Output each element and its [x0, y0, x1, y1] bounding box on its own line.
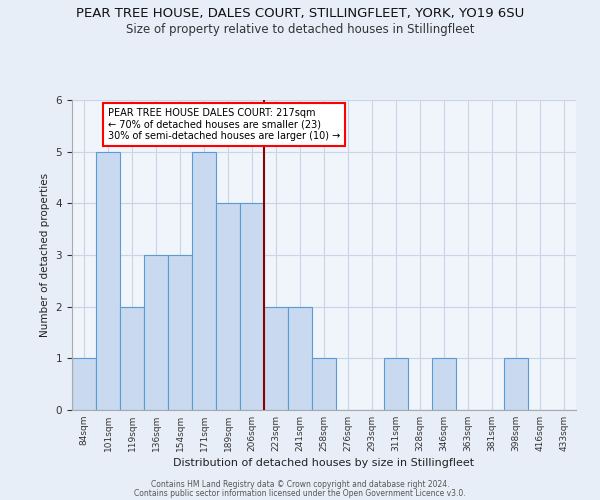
- Text: Size of property relative to detached houses in Stillingfleet: Size of property relative to detached ho…: [126, 22, 474, 36]
- Bar: [432, 358, 456, 410]
- Bar: [288, 306, 312, 410]
- Bar: [96, 152, 120, 410]
- Bar: [384, 358, 408, 410]
- Text: Distribution of detached houses by size in Stillingfleet: Distribution of detached houses by size …: [173, 458, 475, 468]
- Bar: [144, 255, 168, 410]
- Text: PEAR TREE HOUSE DALES COURT: 217sqm
← 70% of detached houses are smaller (23)
30: PEAR TREE HOUSE DALES COURT: 217sqm ← 70…: [108, 108, 340, 141]
- Bar: [168, 255, 192, 410]
- Bar: [216, 204, 240, 410]
- Text: Contains public sector information licensed under the Open Government Licence v3: Contains public sector information licen…: [134, 488, 466, 498]
- Bar: [72, 358, 96, 410]
- Bar: [120, 306, 144, 410]
- Bar: [264, 306, 288, 410]
- Y-axis label: Number of detached properties: Number of detached properties: [40, 173, 50, 337]
- Text: Contains HM Land Registry data © Crown copyright and database right 2024.: Contains HM Land Registry data © Crown c…: [151, 480, 449, 489]
- Bar: [312, 358, 336, 410]
- Bar: [504, 358, 528, 410]
- Bar: [240, 204, 264, 410]
- Bar: [192, 152, 216, 410]
- Text: PEAR TREE HOUSE, DALES COURT, STILLINGFLEET, YORK, YO19 6SU: PEAR TREE HOUSE, DALES COURT, STILLINGFL…: [76, 8, 524, 20]
